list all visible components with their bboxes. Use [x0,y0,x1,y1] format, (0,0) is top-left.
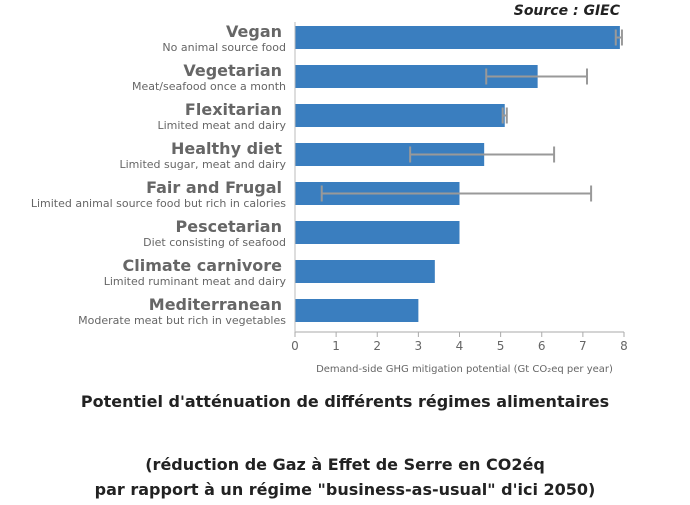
x-tick-label-8: 8 [620,339,628,353]
category-subtitle-vegetarian: Meat/seafood once a month [132,80,286,93]
category-label-climate-carnivore: Climate carnivore [123,256,283,275]
bar-climate-carnivore [295,260,435,283]
x-tick-label-2: 2 [373,339,381,353]
bar-pescetarian [295,221,460,244]
x-tick-label-5: 5 [497,339,505,353]
bar-vegan [295,26,620,49]
category-label-vegan: Vegan [226,22,282,41]
x-tick-label-3: 3 [415,339,423,353]
x-tick-label-1: 1 [332,339,340,353]
category-subtitle-pescetarian: Diet consisting of seafood [143,236,286,249]
category-label-flexitarian: Flexitarian [185,100,282,119]
category-subtitle-vegan: No animal source food [162,41,286,54]
category-label-vegetarian: Vegetarian [183,61,282,80]
caption-title: Potentiel d'atténuation de différents ré… [80,392,610,411]
bar-vegetarian [295,65,538,88]
x-axis-title: Demand-side GHG mitigation potential (Gt… [316,364,613,375]
caption-subtitle: (réduction de Gaz à Effet de Serre en CO… [0,452,690,502]
x-tick-label-6: 6 [538,339,546,353]
source-label: Source : GIEC [513,3,620,19]
x-tick-label-0: 0 [291,339,299,353]
bar-flexitarian [295,104,505,127]
x-tick-label-4: 4 [456,339,464,353]
bar-healthy-diet [295,143,485,166]
category-subtitle-mediterranean: Moderate meat but rich in vegetables [78,314,286,327]
x-tick-label-7: 7 [579,339,587,353]
category-label-healthy-diet: Healthy diet [171,139,282,158]
category-subtitle-fair-and-frugal: Limited animal source food but rich in c… [31,197,286,210]
category-subtitle-flexitarian: Limited meat and dairy [157,119,286,132]
category-label-fair-and-frugal: Fair and Frugal [146,178,282,197]
category-label-mediterranean: Mediterranean [149,295,282,314]
caption-line-3: par rapport à un régime "business-as-usu… [94,480,596,499]
caption-line-2: (réduction de Gaz à Effet de Serre en CO… [145,455,545,474]
category-label-pescetarian: Pescetarian [176,217,282,236]
bar-mediterranean [295,299,419,322]
category-subtitle-climate-carnivore: Limited ruminant meat and dairy [104,275,287,288]
category-subtitle-healthy-diet: Limited sugar, meat and dairy [120,158,287,171]
